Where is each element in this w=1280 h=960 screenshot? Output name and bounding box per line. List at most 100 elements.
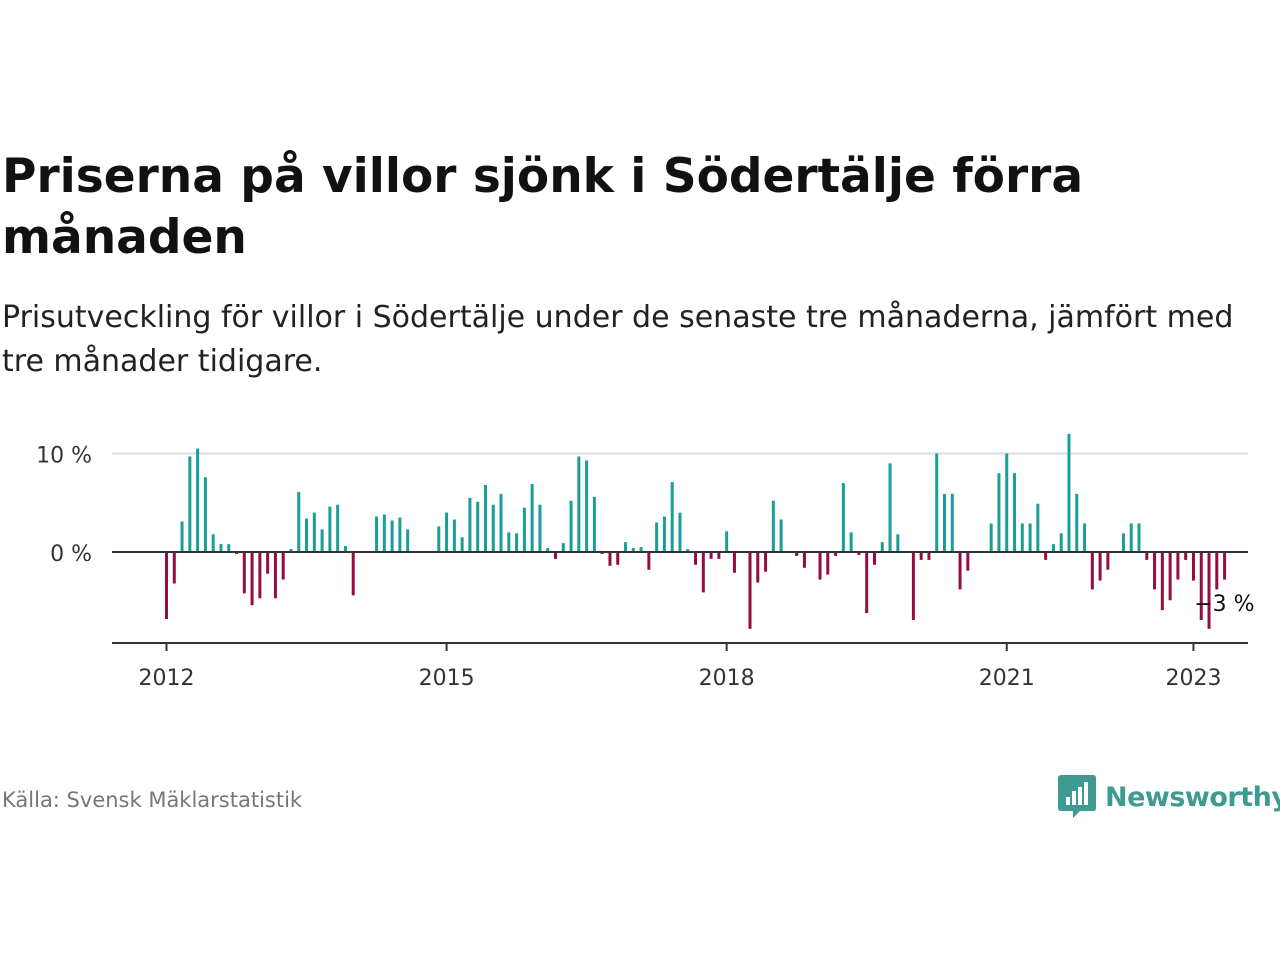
bar <box>888 463 892 552</box>
bar <box>390 520 394 552</box>
bar <box>608 552 612 566</box>
x-tick-label: 2012 <box>139 666 195 691</box>
bar <box>694 552 698 565</box>
bar <box>1005 453 1009 552</box>
bar <box>382 514 386 552</box>
bar <box>585 460 589 552</box>
bar <box>725 531 729 552</box>
bar <box>165 552 168 619</box>
bar <box>452 519 456 552</box>
bar <box>1176 552 1180 580</box>
bar <box>624 542 628 552</box>
chart-subtitle: Prisutveckling för villor i Södertälje u… <box>2 300 1234 379</box>
bar <box>336 504 340 552</box>
bar <box>1083 523 1087 552</box>
bar <box>1223 552 1227 580</box>
bar <box>507 532 511 552</box>
bar <box>305 518 309 552</box>
bar <box>880 542 884 552</box>
bar <box>266 552 270 574</box>
bar <box>328 506 332 552</box>
newsworthy-logo: Newsworthy <box>1058 774 1280 820</box>
bar <box>577 456 581 552</box>
bar <box>997 473 1001 552</box>
bar <box>483 485 487 552</box>
bar <box>1013 473 1017 552</box>
bar <box>647 552 651 570</box>
bar <box>281 552 285 580</box>
bar <box>250 552 254 606</box>
bar <box>554 552 557 559</box>
bar <box>499 493 503 552</box>
bar <box>1098 552 1102 581</box>
bar <box>406 529 410 552</box>
bar <box>1051 544 1055 552</box>
y-tick-label: 0 % <box>50 542 92 567</box>
bar <box>538 504 542 552</box>
bar <box>732 552 736 573</box>
bar <box>756 552 760 583</box>
bar <box>273 552 277 599</box>
bar <box>849 532 853 552</box>
x-tick-label: 2023 <box>1165 666 1221 691</box>
bar <box>919 552 923 560</box>
x-tick-label: 2015 <box>419 666 475 691</box>
bar <box>655 522 659 552</box>
bar <box>312 512 316 552</box>
bar <box>686 549 690 552</box>
bar <box>1044 552 1048 560</box>
bar <box>826 552 830 575</box>
bar <box>1121 533 1125 552</box>
bar <box>717 552 721 559</box>
bar <box>1059 533 1063 552</box>
chart-title: Priserna på villor sjönk i Södertälje fö… <box>2 149 1084 265</box>
bar <box>1137 523 1141 552</box>
bar <box>662 516 666 552</box>
bar <box>1106 552 1110 570</box>
bar <box>748 552 752 629</box>
bar <box>530 484 534 552</box>
bar <box>935 453 939 552</box>
bar <box>1129 523 1133 552</box>
bar <box>631 548 635 552</box>
bar <box>398 517 402 552</box>
bar <box>795 552 799 556</box>
bar <box>203 477 207 552</box>
bar <box>561 543 565 552</box>
bar <box>764 552 768 572</box>
bar <box>709 552 713 559</box>
bar <box>841 483 845 552</box>
bar <box>818 552 822 580</box>
bar <box>1090 552 1094 590</box>
bar <box>569 500 573 552</box>
bar <box>989 523 993 552</box>
bar <box>592 496 596 552</box>
bar <box>639 547 643 552</box>
bar <box>180 521 184 552</box>
bar <box>1153 552 1157 590</box>
bar <box>771 500 775 552</box>
bar <box>865 552 869 614</box>
brand-name: Newsworthy <box>1105 781 1280 813</box>
bar <box>701 552 705 593</box>
bar <box>1168 552 1172 601</box>
bar <box>445 512 449 552</box>
bar-chart: 10 % 0 % 2012 2015 2018 2021 2023 −3 % <box>36 433 1255 691</box>
bar <box>375 516 379 552</box>
bar <box>476 501 480 552</box>
bar <box>1075 493 1079 552</box>
bar <box>522 507 526 552</box>
bar <box>1184 552 1188 560</box>
bar <box>227 544 231 552</box>
bar <box>515 533 519 552</box>
latest-value-label: −3 % <box>1194 592 1254 617</box>
bar <box>1199 552 1203 620</box>
bar <box>670 482 674 552</box>
bar <box>546 548 550 552</box>
bar <box>1028 523 1032 552</box>
bar <box>1067 433 1071 552</box>
bar <box>196 448 200 552</box>
x-tick-label: 2018 <box>699 666 755 691</box>
bar <box>242 552 246 594</box>
bar <box>616 552 620 565</box>
